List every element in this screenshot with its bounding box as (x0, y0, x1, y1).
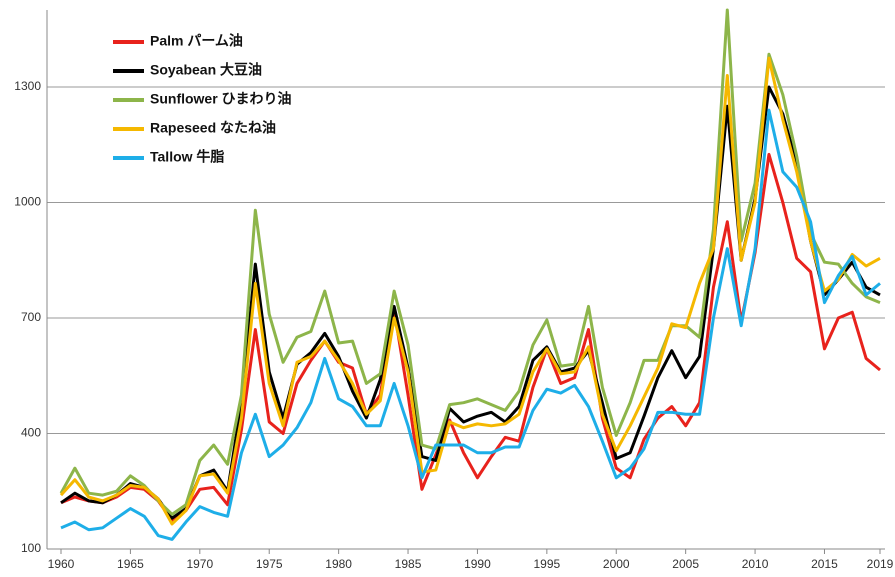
y-tick-label: 1000 (14, 195, 41, 209)
x-tick-label: 2005 (672, 557, 699, 571)
series-line (60, 152, 881, 522)
legend-label: Palm パーム油 (150, 33, 243, 49)
y-tick-label: 700 (21, 310, 41, 324)
x-tick-label: 2000 (603, 557, 630, 571)
x-tick-label: 2019 (867, 557, 894, 571)
x-tick-label: 1995 (533, 557, 560, 571)
x-tick-label: 1960 (48, 557, 75, 571)
legend-label: Rapeseed なたね油 (150, 120, 276, 136)
legend: Palm パーム油 Soyabean 大豆油 Sunflower ひまわり油 Rape… (113, 33, 292, 165)
x-tick-label: 1990 (464, 557, 491, 571)
x-tick-label: 1975 (256, 557, 283, 571)
x-tick-label: 1965 (117, 557, 144, 571)
legend-label: Soyabean 大豆油 (150, 62, 262, 78)
x-tick-label: 1970 (186, 557, 213, 571)
series-line (59, 8, 881, 516)
legend-label: Tallow 牛脂 (150, 149, 224, 165)
x-tick-label: 1985 (395, 557, 422, 571)
y-tick-label: 100 (21, 541, 41, 555)
x-tick-label: 2015 (811, 557, 838, 571)
legend-label: Sunflower ひまわり油 (150, 91, 292, 107)
y-tick-label: 1300 (14, 79, 41, 93)
x-tick-label: 2010 (742, 557, 769, 571)
y-tick-label: 400 (21, 426, 41, 440)
x-tick-label: 1980 (325, 557, 352, 571)
series-line (59, 56, 881, 526)
series-line (60, 108, 881, 541)
